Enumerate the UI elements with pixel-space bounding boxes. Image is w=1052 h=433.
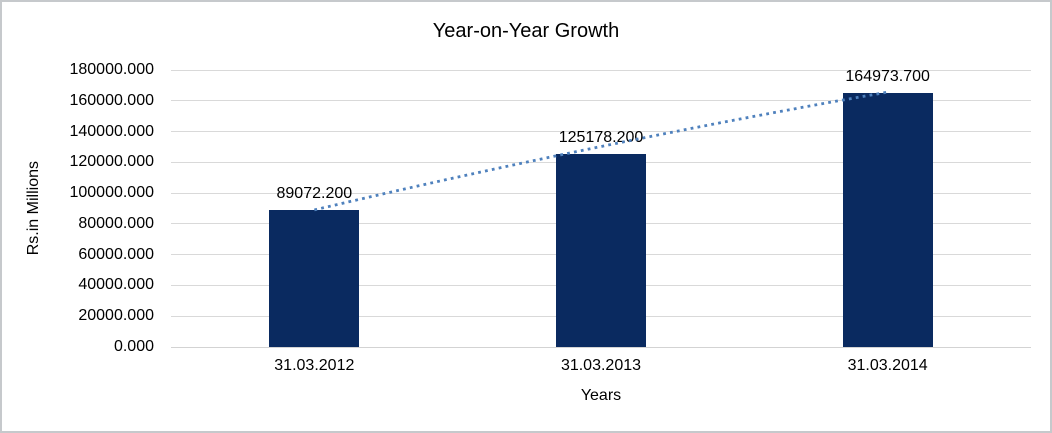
y-tick-label: 0.000 xyxy=(113,338,154,355)
bar-31.03.2014 xyxy=(842,93,933,347)
x-axis-line xyxy=(171,346,1031,348)
x-tick-label: 31.03.2014 xyxy=(847,357,928,374)
bar-value-label: 89072.200 xyxy=(276,184,353,202)
y-axis-title: Rs.in Millions xyxy=(18,70,50,347)
y-tick-label: 160000.000 xyxy=(69,91,154,109)
x-tick-label: 31.03.2013 xyxy=(560,357,642,374)
y-axis-title-text: Rs.in Millions xyxy=(25,161,42,256)
y-tick-label: 20000.000 xyxy=(78,307,154,325)
y-tick-label: 140000.000 xyxy=(69,122,154,140)
bar-value-label: 164973.700 xyxy=(845,68,930,86)
y-tick-label: 120000.000 xyxy=(69,153,154,171)
y-tick-label: 60000.000 xyxy=(78,245,154,263)
bar-31.03.2013 xyxy=(556,154,646,347)
x-tick-label: 31.03.2012 xyxy=(274,357,355,374)
plot-area: 89072.200 125178.200 164973.700 xyxy=(171,68,1031,348)
gridline xyxy=(171,69,1031,71)
bar-31.03.2012 xyxy=(269,209,360,347)
x-axis-title: Years xyxy=(580,387,622,404)
y-tick-label: 100000.000 xyxy=(69,184,154,202)
y-tick-label: 80000.000 xyxy=(78,214,154,232)
chart-title: Year-on-Year Growth xyxy=(432,20,620,42)
y-tick-label: 40000.000 xyxy=(78,276,154,294)
y-tick-label: 180000.000 xyxy=(69,61,154,78)
bar-value-label: 125178.200 xyxy=(558,129,644,147)
